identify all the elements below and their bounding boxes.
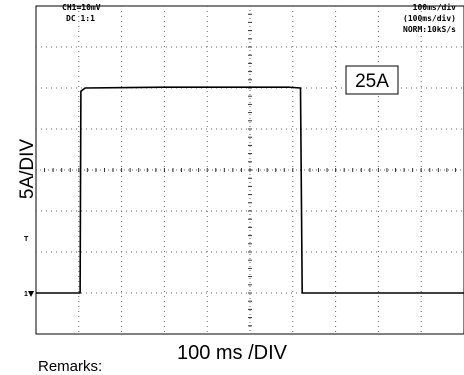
trigger-level-marker: T (24, 236, 29, 243)
timebase-readout: 100ms/div (413, 2, 457, 12)
current-waveform-trace (36, 86, 464, 294)
channel-scale-readout: CH1=10mV (62, 3, 101, 12)
remarks-label: Remarks: (38, 358, 103, 375)
x-axis-label: 100 ms /DIV (176, 342, 288, 364)
timebase-sub-readout: (100ms/div) (403, 13, 456, 23)
acquisition-mode-readout: NORM:10kS/s (403, 25, 456, 34)
ground-arrow-icon (28, 291, 34, 297)
current-callout-box (345, 65, 399, 95)
oscilloscope-plot: CH1=10mV DC 1:1 100ms/div (100ms/div) NO… (24, 2, 464, 335)
trace-layer (36, 86, 464, 294)
coupling-readout: DC 1:1 (66, 14, 95, 23)
graticule (35, 5, 464, 335)
ground-level-marker: 1 (24, 291, 28, 298)
current-callout-text: 25A (355, 71, 389, 92)
y-axis-label: 5A/DIV (17, 138, 38, 200)
